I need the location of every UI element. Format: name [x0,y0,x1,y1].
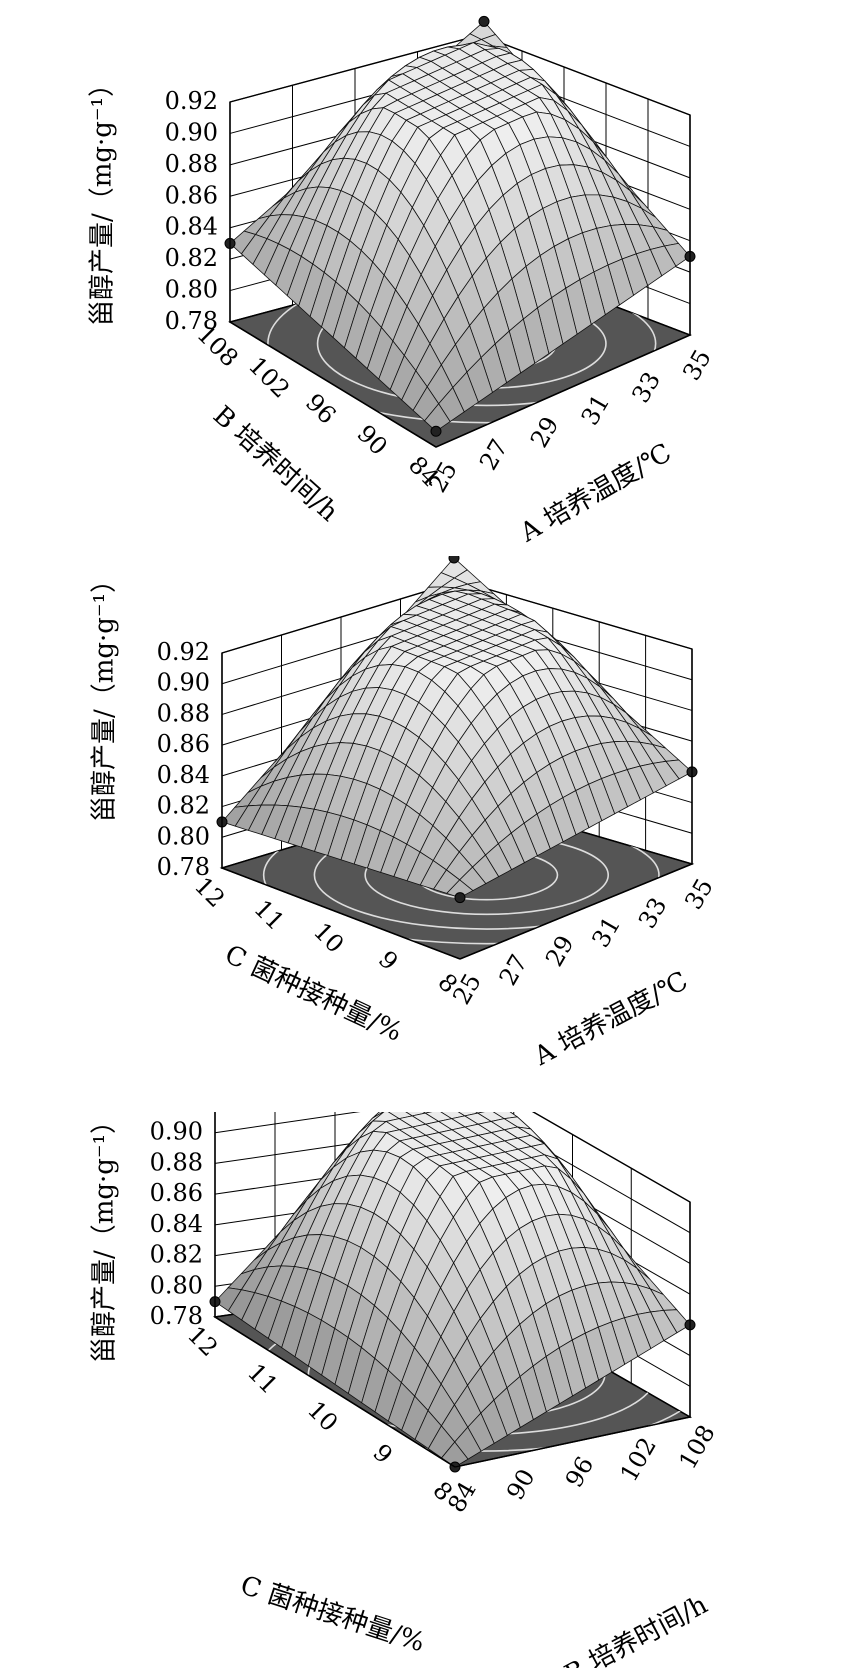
x-tick-label: 108 [673,1420,720,1474]
x-tick-label: 29 [525,412,565,452]
z-tick-label: 0.92 [157,638,210,666]
surface-plot-3: 0.780.800.820.840.860.880.900.9289101112… [150,1112,721,1517]
z-tick-label: 0.92 [150,1112,203,1115]
y-tick-label: 9 [367,1439,398,1470]
z-tick-label: 0.78 [165,307,218,335]
gridline-z-right-2 [459,580,693,650]
x-tick-label: 35 [677,345,717,385]
z-tick-label: 0.84 [165,213,218,241]
z-tick-label: 0.86 [157,730,210,758]
x-tick-label: 102 [615,1433,662,1487]
z-tick-label: 0.92 [165,87,218,115]
z-tick-label: 0.90 [157,669,210,697]
x-tick-label: 35 [679,874,719,914]
surface-cell [424,403,451,432]
x-tick-label: 90 [501,1464,541,1504]
y-tick-label: 10 [302,1396,343,1437]
z-tick-label: 0.88 [165,150,218,178]
y-tick-label: 96 [300,388,341,429]
y-tick-label: 102 [243,351,295,403]
y-tick-label: 9 [373,945,404,976]
chart-panel-1: 0.78 0.80 0.82 0.84 0.86 0.88 0.90 0.92 84 90 96 10… [0,0,861,556]
x-tick-label: 31 [587,912,627,952]
x-tick-label: 27 [474,434,514,474]
z-tick-label: 0.88 [150,1148,203,1176]
z-axis-label-2: 甾醇产量/（mg·g⁻¹） [89,566,120,823]
y-tick-label: 10 [308,917,349,958]
z-tick-label: 0.82 [157,792,210,820]
z-tick-label: 0.86 [165,181,218,209]
chart-panel-3: 0.780.800.820.840.860.880.900.9289101112… [0,1108,861,1668]
y-tick-label: 11 [242,1358,283,1399]
surface-plot-1: 0.780.800.820.840.860.880.900.9284909610… [165,15,717,497]
y-axis-line-3 [214,1316,456,1468]
design-point [448,556,460,564]
surface-cell [446,879,474,899]
y-axis-line-2 [221,867,461,960]
z-axis-label-3: 甾醇产量/（mg·g⁻¹） [89,1107,120,1364]
response-surface-1 [224,15,696,437]
z-tick-label: 0.82 [150,1241,203,1269]
z-tick-label: 0.84 [157,761,210,789]
z-tick-label: 0.80 [165,276,218,304]
z-tick-label: 0.80 [157,822,210,850]
y-tick-label: 11 [248,894,289,935]
chart-panel-2: 0.78 0.80 0.82 0.84 0.86 0.88 0.90 0.92 8 9 10 11 12… [0,556,861,1112]
design-point [454,892,466,904]
x-tick-label: 29 [540,931,580,971]
z-tick-label: 0.78 [157,853,210,881]
x-tick-label: 27 [494,950,534,990]
x-axis-line-1 [435,334,691,448]
z-tick-label: 0.78 [150,1302,203,1330]
z-tick-label: 0.80 [150,1271,203,1299]
surface-plot-2: 0.780.800.820.840.860.880.900.9289101112… [157,556,719,1009]
z-tick-label: 0.90 [165,118,218,146]
x-tick-label: 33 [633,893,673,933]
x-tick-label: 96 [560,1452,600,1492]
response-surface-3 [209,1112,696,1473]
x-axis-line-3 [454,1416,691,1468]
response-surface-2 [216,556,698,904]
gridline-z-right-1 [479,34,691,116]
x-tick-label: 33 [627,367,667,407]
z-tick-label: 0.84 [150,1210,203,1238]
x-axis-line-2 [459,863,693,960]
z-tick-label: 0.90 [150,1118,203,1146]
y-tick-label: 90 [351,419,392,460]
z-tick-label: 0.88 [157,699,210,727]
design-point [478,15,490,27]
y-axis-line-1 [229,321,437,448]
z-tick-label: 0.82 [165,244,218,272]
design-point [430,425,442,437]
z-tick-label: 0.86 [150,1179,203,1207]
z-axis-label-1: 甾醇产量/（mg·g⁻¹） [87,70,118,327]
x-tick-label: 31 [576,390,616,430]
